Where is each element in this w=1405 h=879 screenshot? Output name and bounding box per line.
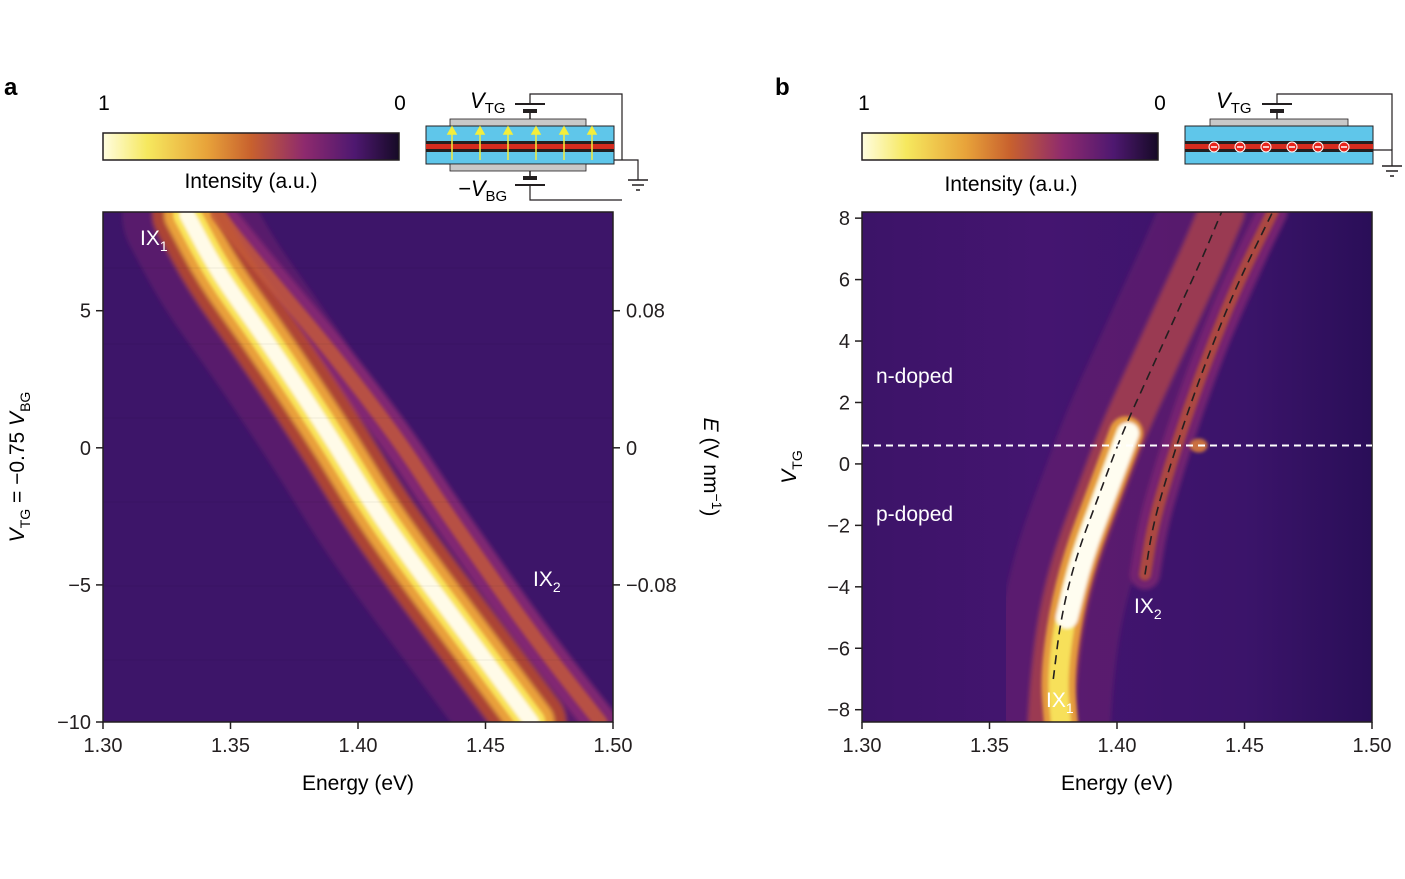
- x-tick-label: 1.30: [843, 735, 882, 757]
- series-label-a-ix2: IX2: [533, 568, 561, 595]
- axes-a: 1.30 1.35 1.40 1.45 1.50 −10 −5 0 5 0.08 0 −0.08: [57, 301, 677, 757]
- colorbar-a: 1 0 Intensity (a.u.): [98, 92, 406, 193]
- y-tick-label: 4: [839, 331, 850, 353]
- panel-letter-a: a: [4, 74, 18, 101]
- colorbar-b-min-label: 1: [858, 92, 870, 115]
- x-tick-label: 1.45: [466, 735, 505, 757]
- panel-letter-b: b: [775, 74, 790, 101]
- colorbar-a-max-label: 0: [394, 92, 406, 115]
- y-tick-label: 6: [839, 270, 850, 292]
- region-label-n-doped: n-doped: [876, 365, 953, 388]
- series-ix1-core: [179, 212, 539, 722]
- right-tick-label: 0: [626, 438, 637, 460]
- x-tick-label: 1.30: [84, 735, 123, 757]
- y-tick-label: −8: [827, 700, 850, 722]
- x-tick-label: 1.40: [1098, 735, 1137, 757]
- fit-curve-ix1: [1052, 212, 1223, 680]
- right-axis-label-a: E (V nm−1): [699, 418, 725, 517]
- plot-area-b: [862, 212, 1372, 722]
- x-tick-label: 1.40: [339, 735, 378, 757]
- device-schematic-b: VTG: [1184, 88, 1402, 177]
- series-label-a-ix1: IX1: [140, 227, 168, 254]
- right-tick-label: 0.08: [626, 301, 665, 323]
- x-tick-label: 1.50: [594, 735, 633, 757]
- colorbar-a-bar: [102, 132, 400, 161]
- y-tick-label: 8: [839, 208, 850, 230]
- plot-area-a: [103, 212, 613, 722]
- y-tick-label: 5: [80, 301, 91, 323]
- y-tick-label: 0: [839, 454, 850, 476]
- colorbar-b-label: Intensity (a.u.): [944, 173, 1077, 196]
- x-tick-label: 1.50: [1353, 735, 1392, 757]
- y-tick-label: −10: [57, 712, 91, 734]
- y-axis-label-a: VTG = −0.75 VBG: [6, 392, 33, 543]
- y-tick-label: −5: [68, 575, 91, 597]
- colorbar-b-max-label: 0: [1154, 92, 1166, 115]
- x-tick-label: 1.35: [211, 735, 250, 757]
- axes-b: 1.30 1.35 1.40 1.45 1.50 8 6 4 2 0 −2 −4 −6 −8: [827, 208, 1391, 757]
- panel-b: 1 0 Intensity (a.u.) VTG: [778, 88, 1402, 795]
- x-axis-label-b: Energy (eV): [1061, 772, 1173, 795]
- colorbar-a-min-label: 1: [98, 92, 110, 115]
- series-ix1-core: [1055, 422, 1140, 629]
- series-label-b-ix2: IX2: [1134, 595, 1162, 622]
- x-tick-label: 1.45: [1225, 735, 1264, 757]
- colorbar-b: 1 0 Intensity (a.u.): [858, 92, 1166, 196]
- y-tick-label: 0: [80, 438, 91, 460]
- y-tick-label: −4: [827, 577, 850, 599]
- y-axis-label-b: VTG: [778, 450, 805, 483]
- panel-a: 1 0 Intensity (a.u.) VTG: [6, 88, 725, 795]
- x-axis-label-a: Energy (eV): [302, 772, 414, 795]
- colorbar-b-bar: [861, 132, 1159, 161]
- schematic-a-vtg: VTG: [470, 88, 506, 117]
- y-tick-label: −2: [827, 515, 850, 537]
- y-tick-label: −6: [827, 638, 850, 660]
- region-label-p-doped: p-doped: [876, 503, 953, 526]
- fit-curve-ix2: [1144, 212, 1274, 575]
- right-tick-label: −0.08: [626, 575, 677, 597]
- x-tick-label: 1.35: [970, 735, 1009, 757]
- y-tick-label: 2: [839, 392, 850, 414]
- schematic-a-vbg: −VBG: [458, 176, 507, 205]
- colorbar-a-label: Intensity (a.u.): [184, 170, 317, 193]
- series-ix2-core: [210, 212, 608, 722]
- device-schematic-a: VTG: [425, 88, 648, 205]
- schematic-b-vtg: VTG: [1216, 88, 1252, 117]
- series-label-b-ix1: IX1: [1046, 689, 1074, 716]
